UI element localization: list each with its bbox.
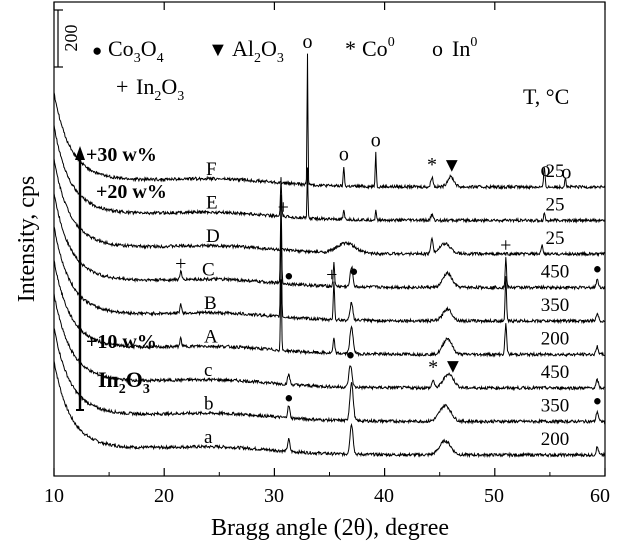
peak-marker-b-0: ● bbox=[284, 391, 293, 407]
peak-marker-F-2: o bbox=[371, 130, 381, 152]
legend-co0-label: Co0 bbox=[362, 35, 395, 61]
x-tick-label-50: 50 bbox=[484, 485, 504, 507]
temperature-label-A: 200 bbox=[541, 329, 570, 350]
series-D: D 25 bbox=[53, 158, 606, 258]
legend-in0-label: In0 bbox=[452, 35, 477, 61]
in2o3-base-label: In2O3 bbox=[98, 367, 150, 397]
legend-al2o3-label: Al2O3 bbox=[232, 36, 284, 66]
temperature-label-F: 25 bbox=[546, 161, 565, 182]
series-line-a bbox=[53, 360, 606, 459]
series-line-F bbox=[53, 53, 606, 191]
x-tick-label-20: 20 bbox=[154, 485, 174, 507]
series-line-C bbox=[53, 193, 606, 291]
legend-co3o4-symbol: ● bbox=[92, 41, 102, 60]
peak-marker-F-5: o bbox=[540, 159, 550, 181]
legend-co0-symbol: * bbox=[345, 36, 356, 61]
series-a: a 200 bbox=[53, 360, 606, 459]
peak-marker-C-5: ● bbox=[593, 261, 602, 277]
x-tick-label-60: 60 bbox=[590, 485, 610, 507]
series-line-A bbox=[53, 260, 606, 358]
temperature-header: T, °C bbox=[523, 84, 569, 109]
series-label-E: E bbox=[206, 193, 218, 214]
peak-marker-F-1: o bbox=[339, 143, 349, 165]
temperature-label-c: 450 bbox=[541, 362, 570, 383]
series-line-B bbox=[53, 220, 606, 325]
peak-marker-C-0: + bbox=[175, 253, 186, 275]
series-label-b: b bbox=[204, 394, 214, 415]
in2o3-content-axis: In2O3 +10 w% +20 w% +30 w% bbox=[75, 144, 167, 411]
x-ticks bbox=[53, 2, 606, 476]
series-line-c bbox=[53, 293, 606, 392]
peak-marker-c-2: ▼ bbox=[443, 355, 463, 377]
legend-in0-symbol: o bbox=[432, 36, 443, 61]
legend-al2o3-symbol: ▼ bbox=[208, 39, 228, 61]
x-tick-label-10: 10 bbox=[44, 485, 64, 507]
temperature-label-B: 350 bbox=[541, 295, 570, 316]
peak-marker-F-6: o bbox=[561, 161, 571, 183]
scale-bar-label: 200 bbox=[61, 25, 81, 52]
peak-marker-E-0: + bbox=[278, 196, 289, 218]
series-label-F: F bbox=[206, 159, 217, 180]
peak-marker-C-3: ● bbox=[349, 264, 358, 280]
series-line-D bbox=[53, 158, 606, 258]
in2o3-level-10: +10 w% bbox=[86, 331, 157, 353]
peak-marker-F-3: * bbox=[427, 154, 437, 176]
x-tick-label-40: 40 bbox=[374, 485, 394, 507]
peak-marker-c-1: * bbox=[428, 357, 438, 379]
x-axis: 10 20 30 40 50 60 Bragg angle (2θ), degr… bbox=[44, 2, 610, 541]
peak-marker-C-2: + bbox=[326, 264, 337, 286]
peak-marker-C-1: ● bbox=[284, 269, 293, 285]
scale-bar: 200 bbox=[54, 9, 81, 68]
x-axis-label: Bragg angle (2θ), degree bbox=[211, 515, 449, 541]
series-label-D: D bbox=[206, 226, 220, 247]
legend-co3o4-label: Co3O4 bbox=[108, 36, 164, 66]
series-label-B: B bbox=[204, 293, 217, 314]
x-tick-label-30: 30 bbox=[264, 485, 284, 507]
temperature-label-E: 25 bbox=[546, 195, 565, 216]
series-A: A 200 bbox=[53, 260, 606, 358]
peak-marker-c-0: ● bbox=[346, 348, 355, 364]
series-line-E bbox=[53, 124, 606, 224]
temperature-label-C: 450 bbox=[541, 262, 570, 283]
in2o3-level-20: +20 w% bbox=[96, 181, 167, 203]
peak-marker-b-1: ● bbox=[593, 393, 602, 409]
in2o3-level-30: +30 w% bbox=[86, 144, 157, 166]
temperature-label-a: 200 bbox=[541, 429, 570, 450]
peak-marker-F-0: o bbox=[302, 31, 312, 53]
series-line-b bbox=[53, 327, 606, 425]
series-C: C 450 + ● + ● + ● bbox=[53, 193, 606, 291]
legend-in2o3-label: In2O3 bbox=[136, 74, 184, 104]
series-E: E 25 + bbox=[53, 124, 606, 224]
legend: ● Co3O4 ▼ Al2O3 * Co0 o In0 + In2O3 bbox=[92, 35, 477, 104]
series-label-C: C bbox=[202, 260, 215, 281]
series-c: c 450 ● * ▼ bbox=[53, 293, 606, 392]
series-label-a: a bbox=[204, 427, 213, 448]
legend-in2o3-symbol: + bbox=[116, 74, 128, 99]
peak-marker-F-4: ▼ bbox=[442, 154, 462, 176]
series-B: B 350 bbox=[53, 220, 606, 325]
temperature-label-D: 25 bbox=[546, 228, 565, 249]
peak-marker-C-4: + bbox=[500, 234, 511, 256]
y-axis-label: Intensity, cps bbox=[14, 176, 40, 302]
series-label-A: A bbox=[204, 327, 218, 348]
series-label-c: c bbox=[204, 360, 212, 381]
temperature-label-b: 350 bbox=[541, 396, 570, 417]
series-b: b 350 ● ● bbox=[53, 327, 606, 425]
